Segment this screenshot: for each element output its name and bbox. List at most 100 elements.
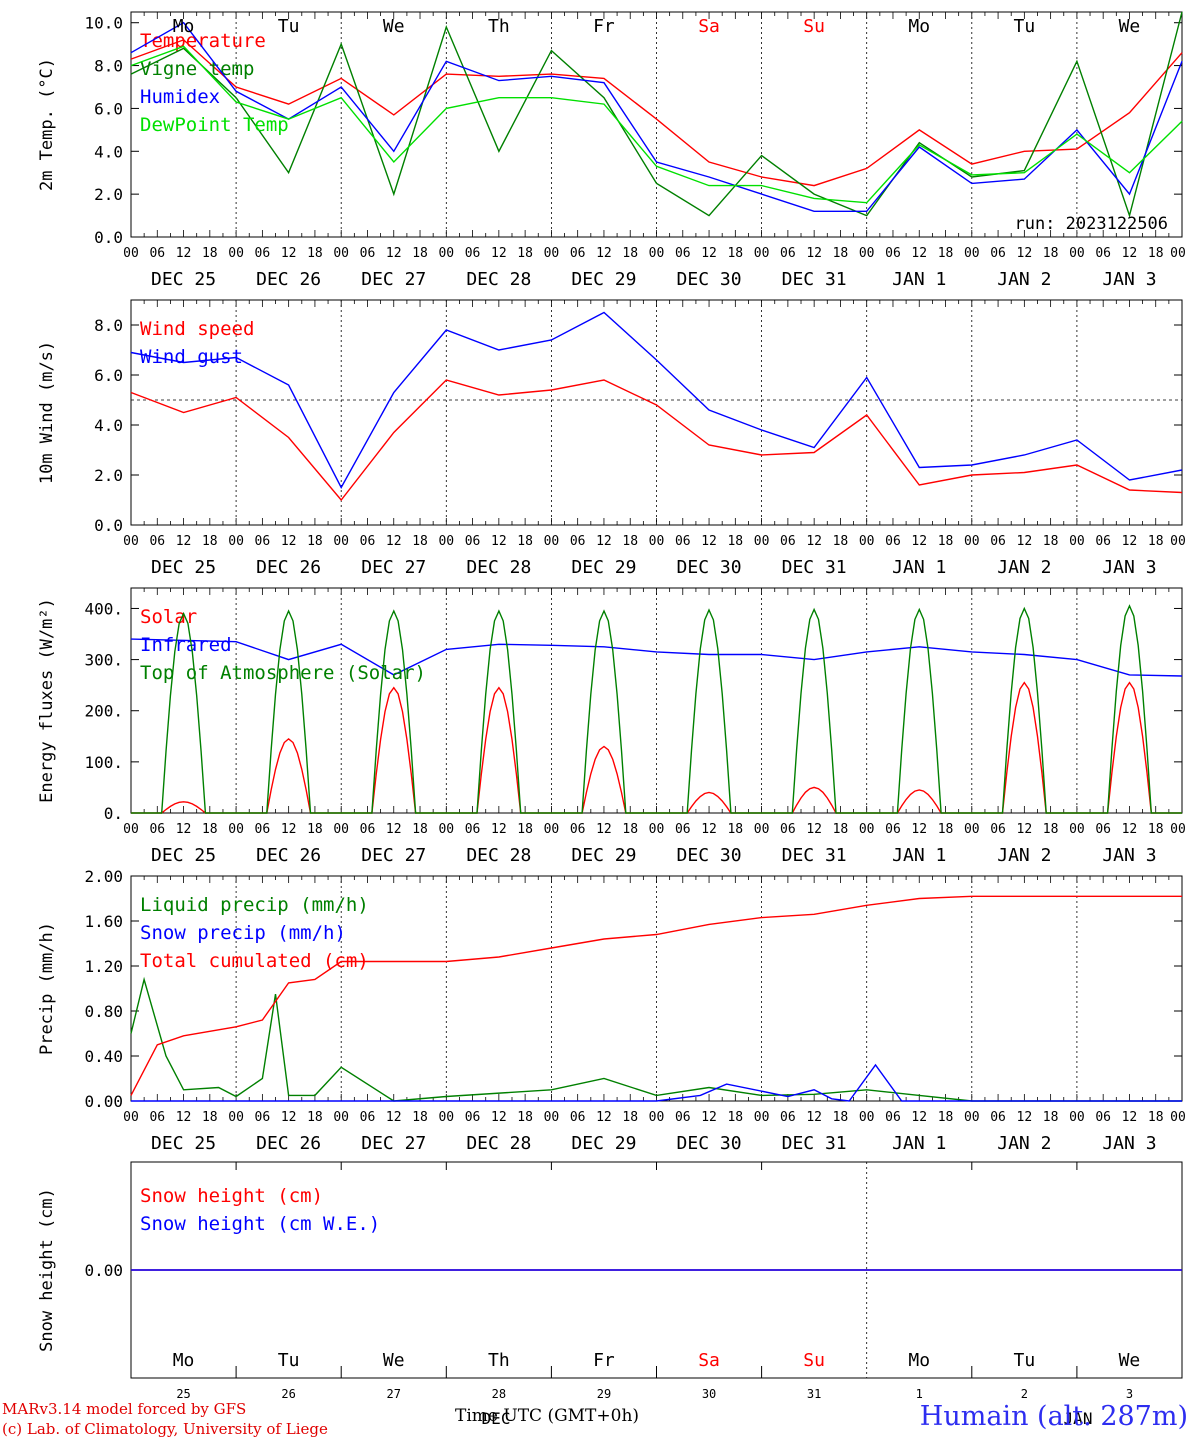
legend-entry: Temperature [140, 30, 266, 52]
hour-label: 06 [465, 246, 481, 261]
day-number: 1 [916, 1387, 923, 1401]
weekday-label: Tu [278, 16, 300, 37]
hour-label: 06 [149, 534, 165, 549]
date-label: DEC 28 [466, 269, 531, 290]
weekday-label: Fr [593, 1350, 615, 1371]
date-label: DEC 30 [677, 845, 742, 866]
hour-label: 18 [412, 822, 428, 837]
hour-label: 00 [649, 534, 665, 549]
hour-label: 18 [307, 822, 323, 837]
hour-label: 12 [701, 1110, 717, 1125]
time-axis-label: Time UTC (GMT+0h) [455, 1406, 640, 1426]
day-number: 3 [1126, 1387, 1133, 1401]
hour-label: 06 [360, 246, 376, 261]
series-line-top-of-atmosphere-solar- [131, 604, 1182, 814]
y-tick-label: 200. [84, 702, 123, 721]
hour-label: 12 [806, 534, 822, 549]
hour-label: 06 [255, 246, 271, 261]
date-label: DEC 26 [256, 1133, 321, 1154]
hour-label: 00 [123, 534, 139, 549]
hour-label: 06 [149, 1110, 165, 1125]
date-label: DEC 27 [361, 845, 426, 866]
model-credit: MARv3.14 model forced by GFS [2, 1400, 247, 1418]
hour-label: 12 [1017, 246, 1033, 261]
y-tick-label: 300. [84, 651, 123, 670]
day-number: 2 [1021, 1387, 1028, 1401]
date-label: DEC 28 [466, 845, 531, 866]
date-label: DEC 25 [151, 269, 216, 290]
date-label: JAN 3 [1102, 269, 1156, 290]
hour-label: 12 [176, 1110, 192, 1125]
legend-entry: Snow precip (mm/h) [140, 922, 346, 944]
hour-label: 06 [990, 822, 1006, 837]
date-label: DEC 29 [571, 1133, 636, 1154]
day-number: 29 [597, 1387, 611, 1401]
day-number: 27 [387, 1387, 401, 1401]
weekday-label: We [1119, 1350, 1141, 1371]
hour-label: 00 [859, 822, 875, 837]
legend-entry: Total cumulated (cm) [140, 950, 369, 972]
y-tick-label: 2.00 [84, 867, 123, 886]
hour-label: 00 [228, 822, 244, 837]
day-number: 31 [807, 1387, 821, 1401]
date-label: JAN 2 [997, 1133, 1051, 1154]
hour-label: 18 [1043, 246, 1059, 261]
y-axis-label: 10m Wind (m/s) [37, 341, 57, 484]
hour-label: 12 [911, 1110, 927, 1125]
hour-label: 00 [1170, 1110, 1186, 1125]
hour-label: 00 [964, 822, 980, 837]
hour-label: 00 [1170, 822, 1186, 837]
y-tick-label: 0.0 [94, 516, 123, 535]
hour-label: 18 [833, 534, 849, 549]
hour-label: 12 [596, 246, 612, 261]
hour-label: 12 [281, 822, 297, 837]
date-label: JAN 3 [1102, 845, 1156, 866]
hour-label: 06 [780, 1110, 796, 1125]
series-line-snow-precip-mm-h- [131, 1063, 1182, 1102]
hour-label: 18 [727, 1110, 743, 1125]
y-tick-label: 0.0 [94, 228, 123, 247]
weekday-label: Sa [698, 1350, 720, 1371]
y-tick-label: 0.40 [84, 1047, 123, 1066]
hour-label: 12 [281, 246, 297, 261]
hour-label: 12 [1122, 246, 1138, 261]
hour-label: 18 [1148, 534, 1164, 549]
hour-label: 00 [754, 822, 770, 837]
legend-entry: DewPoint Temp [140, 114, 289, 136]
hour-label: 06 [1095, 246, 1111, 261]
hour-label: 00 [1069, 534, 1085, 549]
hour-label: 12 [1017, 1110, 1033, 1125]
series-line-temperature [130, 39, 1183, 187]
hour-label: 18 [938, 1110, 954, 1125]
y-tick-label: 400. [84, 599, 123, 618]
hour-label: 00 [544, 534, 560, 549]
hour-label: 06 [780, 246, 796, 261]
day-number: 25 [176, 1387, 190, 1401]
hour-label: 00 [1170, 246, 1186, 261]
y-tick-label: 2.0 [94, 185, 123, 204]
day-number: 30 [702, 1387, 716, 1401]
hour-label: 12 [491, 822, 507, 837]
hour-label: 18 [202, 1110, 218, 1125]
hour-label: 06 [1095, 822, 1111, 837]
y-tick-label: 0.00 [84, 1092, 123, 1111]
series-line-humidex [130, 21, 1183, 212]
weekday-label: Th [488, 16, 510, 37]
date-label: DEC 26 [256, 557, 321, 578]
date-label: DEC 30 [677, 557, 742, 578]
y-tick-label: 100. [84, 753, 123, 772]
date-label: JAN 2 [997, 845, 1051, 866]
hour-label: 06 [465, 1110, 481, 1125]
y-tick-label: 6.0 [94, 366, 123, 385]
hour-label: 12 [386, 246, 402, 261]
hour-label: 00 [859, 246, 875, 261]
day-number: 28 [492, 1387, 506, 1401]
hour-label: 12 [596, 534, 612, 549]
hour-label: 12 [176, 822, 192, 837]
weekday-label: Sa [698, 16, 720, 37]
hour-label: 06 [570, 246, 586, 261]
date-label: DEC 31 [782, 269, 847, 290]
hour-label: 18 [1148, 1110, 1164, 1125]
hour-label: 06 [360, 822, 376, 837]
hour-label: 00 [123, 822, 139, 837]
